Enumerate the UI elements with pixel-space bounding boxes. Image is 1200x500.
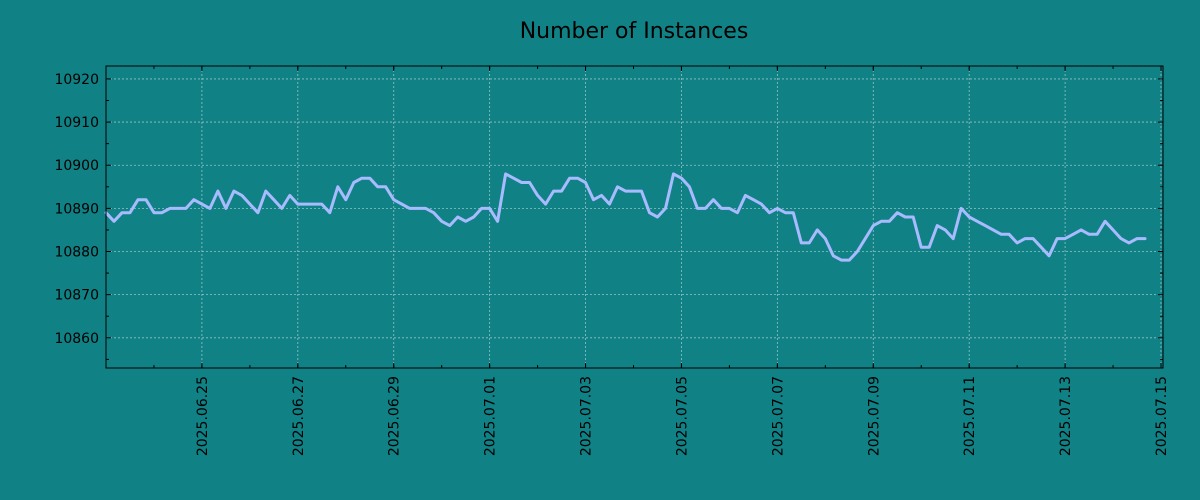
x-tick-label: 2025.06.29 — [387, 376, 403, 456]
x-tick-label: 2025.07.15 — [1154, 376, 1170, 456]
y-tick-label: 10870 — [54, 288, 99, 304]
x-tick-label: 2025.07.09 — [866, 376, 882, 456]
grid-layer — [106, 66, 1163, 368]
y-tick-label: 10860 — [54, 331, 99, 347]
plot-frame — [105, 65, 1164, 369]
chart-title: Number of Instances — [520, 19, 749, 44]
y-tick-label: 10910 — [54, 115, 99, 131]
series-layer — [104, 172, 1147, 262]
y-tick-label: 10880 — [54, 245, 99, 261]
x-tick-label: 2025.07.01 — [483, 376, 499, 456]
x-tick-label: 2025.07.03 — [579, 376, 595, 456]
x-tick-label: 2025.06.27 — [291, 376, 307, 456]
x-tick-label: 2025.07.13 — [1058, 376, 1074, 456]
y-tick-label: 10920 — [54, 72, 99, 88]
tick-layer: 10860 10870 10880 10890 10900 10910 10920 2025.… — [54, 66, 1170, 456]
y-tick-label: 10900 — [54, 158, 99, 174]
x-tick-label: 2025.07.07 — [770, 376, 786, 456]
x-tick-label: 2025.06.25 — [195, 376, 211, 456]
x-tick-label: 2025.07.05 — [674, 376, 690, 456]
x-tick-label: 2025.07.11 — [962, 376, 978, 456]
y-tick-label: 10890 — [54, 201, 99, 217]
series-line — [104, 172, 1147, 262]
